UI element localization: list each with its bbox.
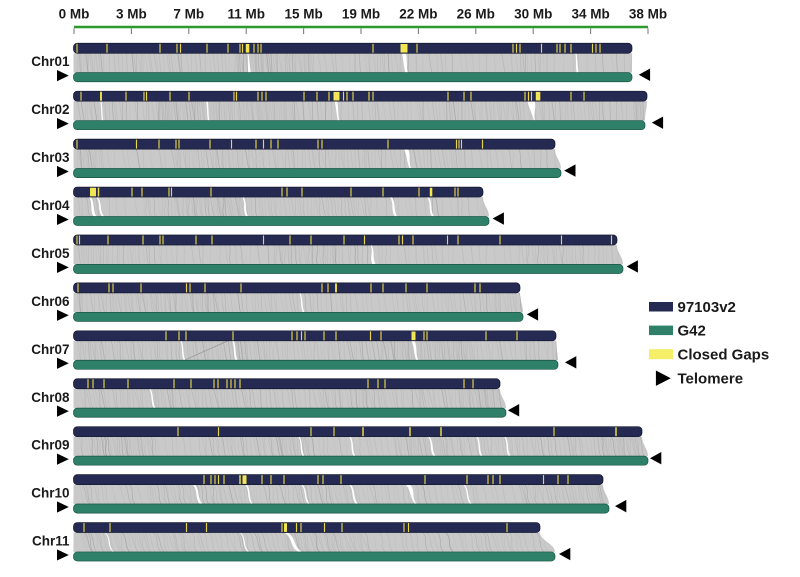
svg-text:G42: G42 [678,323,706,340]
svg-text:26 Mb: 26 Mb [457,7,495,22]
svg-text:97103v2: 97103v2 [678,299,736,316]
svg-text:19 Mb: 19 Mb [342,7,380,22]
svg-text:Chr06: Chr06 [31,294,70,309]
svg-text:Chr04: Chr04 [31,198,70,213]
svg-text:Telomere: Telomere [678,371,744,388]
svg-text:0 Mb: 0 Mb [59,7,90,22]
svg-text:Chr10: Chr10 [31,486,69,501]
svg-text:30 Mb: 30 Mb [514,7,552,22]
svg-text:7 Mb: 7 Mb [173,7,204,22]
svg-text:3 Mb: 3 Mb [116,7,147,22]
svg-text:Chr03: Chr03 [31,150,70,165]
svg-text:Chr09: Chr09 [31,438,69,453]
svg-text:Chr07: Chr07 [31,342,69,357]
svg-text:22 Mb: 22 Mb [399,7,437,22]
svg-text:11 Mb: 11 Mb [227,7,265,22]
svg-text:Chr05: Chr05 [31,246,70,261]
svg-text:Chr02: Chr02 [31,102,69,117]
svg-text:15 Mb: 15 Mb [284,7,322,22]
svg-text:34 Mb: 34 Mb [571,7,609,22]
svg-text:Chr08: Chr08 [31,390,70,405]
svg-text:38 Mb: 38 Mb [629,7,667,22]
svg-text:Chr11: Chr11 [32,534,70,549]
svg-text:Chr01: Chr01 [31,54,70,69]
svg-text:Closed Gaps: Closed Gaps [678,346,770,363]
